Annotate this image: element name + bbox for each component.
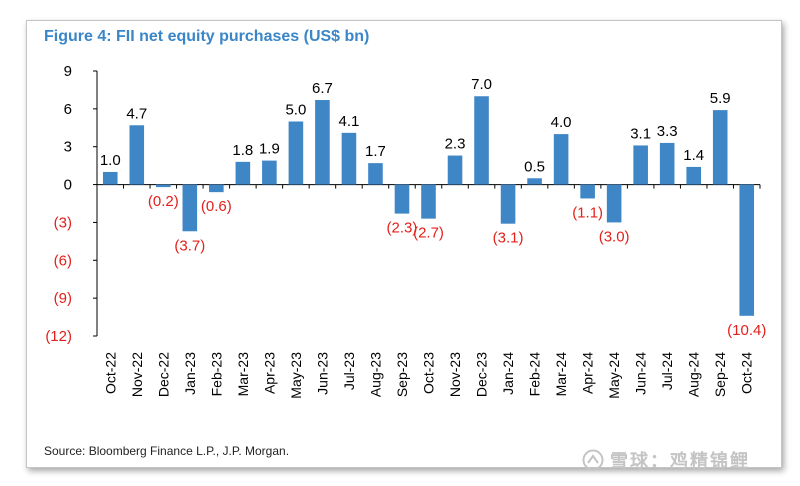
- bar-value-label: 4.7: [126, 105, 147, 122]
- bar: [633, 145, 648, 185]
- x-tick-label: May-23: [288, 352, 304, 399]
- x-tick-label: Jun-24: [633, 352, 649, 395]
- y-tick-label: (3): [54, 214, 72, 231]
- bar: [606, 184, 622, 223]
- bar-value-label: (1.1): [572, 204, 603, 221]
- watermark: 雪球：鸡精锦鲤: [582, 447, 750, 473]
- bar: [235, 161, 251, 185]
- y-tick-label: (6): [54, 252, 72, 269]
- x-tick-label: Jun-23: [314, 352, 330, 395]
- x-tick-label: Sep-24: [712, 352, 728, 397]
- y-tick-label: 0: [64, 177, 72, 194]
- bar: [739, 184, 755, 316]
- x-tick-label: Aug-24: [686, 352, 702, 397]
- x-tick-label: Dec-23: [474, 352, 490, 397]
- y-tick-label: 6: [64, 101, 72, 118]
- x-tick-label: Nov-23: [447, 352, 463, 397]
- x-tick-label: Apr-24: [580, 352, 596, 394]
- bar-value-label: 7.0: [471, 76, 492, 93]
- bar: [553, 134, 569, 185]
- bar-value-label: (0.6): [201, 198, 232, 215]
- source-note: Source: Bloomberg Finance L.P., J.P. Mor…: [44, 444, 290, 458]
- bar-value-label: 0.5: [524, 158, 545, 175]
- x-tick-label: Jul-23: [341, 352, 357, 390]
- watermark-text: 雪球：鸡精锦鲤: [610, 451, 750, 472]
- bar-value-label: (2.3): [387, 220, 418, 237]
- bar: [712, 110, 728, 185]
- bar: [368, 163, 383, 185]
- bar-value-label: 5.9: [710, 90, 731, 107]
- x-tick-label: Jan-23: [182, 352, 198, 395]
- bar: [129, 125, 145, 185]
- x-tick-label: Feb-24: [527, 352, 543, 397]
- x-tick-label: Mar-23: [235, 352, 251, 397]
- x-tick-label: Nov-22: [129, 352, 145, 397]
- x-tick-label: Aug-23: [367, 352, 383, 397]
- x-tick-label: Sep-23: [394, 352, 410, 397]
- bar-value-label: 5.0: [285, 101, 306, 118]
- bar-value-label: 3.3: [657, 123, 678, 140]
- bar-value-label: 4.0: [551, 114, 572, 131]
- bar-value-label: (3.7): [174, 237, 205, 254]
- snowball-logo-icon: [582, 449, 604, 471]
- bar-value-label: 6.7: [312, 80, 333, 97]
- bar-value-label: 1.4: [683, 147, 704, 164]
- bar: [262, 160, 277, 185]
- chart-title: Figure 4: FII net equity purchases (US$ …: [44, 28, 370, 45]
- x-tick-label: Dec-22: [155, 352, 171, 397]
- y-tick-label: (12): [45, 328, 72, 345]
- x-tick-label: Feb-23: [208, 352, 224, 397]
- x-tick-label: Mar-24: [553, 352, 569, 397]
- bar: [659, 142, 675, 185]
- bar-value-label: (3.1): [493, 230, 524, 247]
- y-tick-label: 9: [64, 63, 72, 80]
- bar: [500, 184, 516, 224]
- bar: [182, 184, 198, 232]
- x-tick-label: Oct-23: [421, 352, 437, 394]
- bar: [394, 184, 410, 214]
- bar: [447, 155, 463, 185]
- bar-value-label: (0.2): [148, 193, 179, 210]
- bar-value-label: (3.0): [599, 228, 630, 245]
- bar: [527, 178, 542, 185]
- bar: [288, 121, 304, 185]
- bar: [474, 96, 489, 185]
- bar-value-label: 1.9: [259, 141, 280, 158]
- y-tick-label: (9): [54, 290, 72, 307]
- bar: [209, 184, 224, 193]
- x-tick-label: Apr-23: [261, 352, 277, 394]
- bar-value-label: (10.4): [727, 322, 766, 339]
- bar: [580, 184, 595, 199]
- bar-value-label: 1.8: [232, 142, 253, 159]
- bar: [315, 100, 330, 185]
- x-tick-label: Oct-22: [102, 352, 118, 394]
- x-tick-label: Oct-24: [739, 352, 755, 394]
- x-tick-label: May-24: [606, 352, 622, 399]
- bar-value-label: 4.1: [339, 113, 360, 130]
- bar-value-label: 1.7: [365, 143, 386, 160]
- bar: [102, 171, 118, 185]
- bar-value-label: 3.1: [630, 125, 651, 142]
- bar: [421, 184, 436, 219]
- bar: [156, 184, 171, 188]
- x-tick-label: Jul-24: [659, 352, 675, 390]
- bar-value-label: 1.0: [100, 152, 121, 169]
- x-tick-label: Jan-24: [500, 352, 516, 395]
- bar-value-label: (2.7): [413, 225, 444, 242]
- y-tick-label: 3: [64, 139, 72, 156]
- figure-frame: [26, 20, 782, 468]
- bar: [341, 132, 357, 185]
- bar: [686, 166, 701, 185]
- bar-value-label: 2.3: [445, 136, 466, 153]
